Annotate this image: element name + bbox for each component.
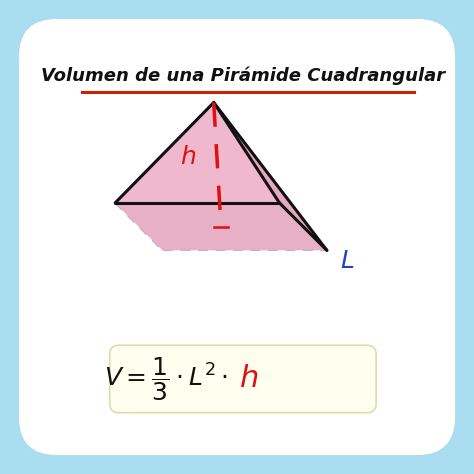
Text: Volumen de una Pirámide Cuadrangular: Volumen de una Pirámide Cuadrangular [41, 66, 445, 84]
FancyBboxPatch shape [109, 345, 376, 413]
Polygon shape [214, 102, 327, 250]
Text: $V = \dfrac{1}{3} \cdot L^2 \cdot$: $V = \dfrac{1}{3} \cdot L^2 \cdot$ [104, 355, 228, 403]
Text: $\mathit{h}$: $\mathit{h}$ [239, 365, 258, 393]
Polygon shape [115, 203, 327, 250]
Polygon shape [115, 102, 279, 203]
Polygon shape [115, 102, 214, 250]
Text: $\mathit{L}$: $\mathit{L}$ [340, 249, 354, 273]
Text: $\mathit{h}$: $\mathit{h}$ [180, 145, 196, 169]
